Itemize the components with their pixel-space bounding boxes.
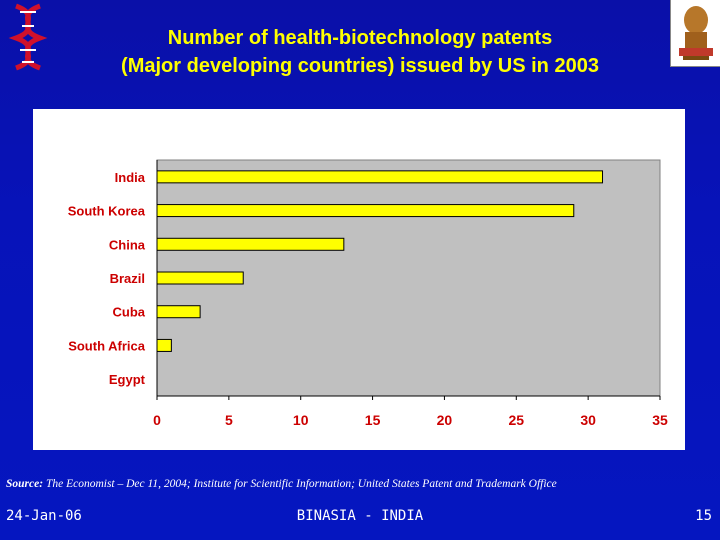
category-label: South Africa: [68, 338, 146, 353]
category-label: China: [109, 237, 146, 252]
category-label: Cuba: [113, 305, 146, 320]
bar-south-africa: [156, 338, 172, 352]
x-tick-label: 30: [580, 412, 596, 428]
x-tick-label: 15: [365, 412, 381, 428]
category-label: South Korea: [68, 204, 146, 219]
x-tick-label: 0: [153, 412, 161, 428]
x-tick-label: 5: [225, 412, 233, 428]
source-text: The Economist – Dec 11, 2004; Institute …: [43, 478, 557, 490]
category-label: Brazil: [110, 271, 145, 286]
source-note: Source: The Economist – Dec 11, 2004; In…: [6, 478, 716, 490]
x-tick-label: 25: [508, 412, 524, 428]
bar-india: [156, 170, 604, 184]
x-tick-label: 35: [652, 412, 668, 428]
dna-helix-logo: [4, 2, 52, 72]
footer-page-number: 15: [695, 508, 712, 524]
bar-china: [156, 237, 345, 251]
title-line-2: (Major developing countries) issued by U…: [121, 55, 599, 77]
source-label: Source:: [6, 478, 44, 490]
title-line-1: Number of health-biotechnology patents: [167, 27, 553, 49]
category-label: Egypt: [109, 372, 146, 387]
chart-panel: India South Korea China Brazil Cuba South Afr…: [33, 109, 685, 450]
x-tick-label: 10: [293, 412, 309, 428]
footer-center: BINASIA - INDIA: [296, 508, 424, 524]
slide-title: Number of health-biotechnology patents (…: [60, 24, 660, 80]
footer-date: 24-Jan-06: [6, 508, 82, 524]
bar-chart: India South Korea China Brazil Cuba South Afr…: [68, 159, 668, 428]
emblem-logo: [670, 0, 720, 67]
x-tick-label: 20: [437, 412, 453, 428]
bar-cuba: [156, 305, 201, 319]
bar-south-korea: [156, 204, 575, 218]
bar-brazil: [156, 271, 244, 285]
category-label: India: [115, 170, 146, 185]
